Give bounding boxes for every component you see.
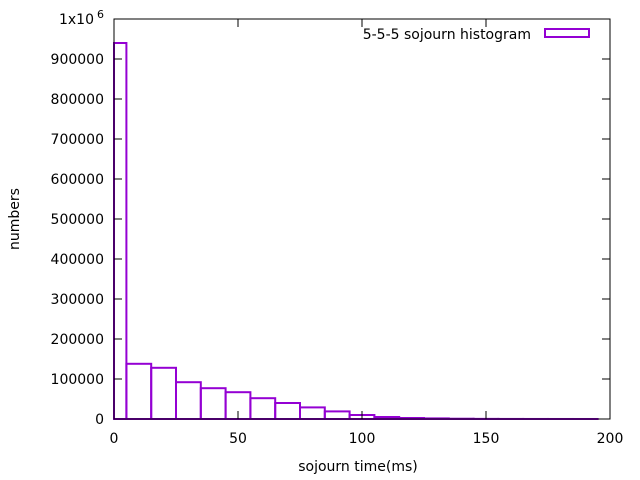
plot-frame (113, 18, 611, 420)
y-axis-label: numbers (7, 188, 23, 250)
y-tick-label-8: 800000 (51, 92, 104, 108)
y-tick-label-7: 700000 (51, 132, 104, 148)
y-tick-label-0: 0 (95, 412, 104, 428)
histogram-bar-8 (299, 406, 326, 420)
legend: 5-5-5 sojourn histogram (363, 27, 590, 43)
ticks-layer (113, 18, 611, 420)
histogram-bar-7 (274, 402, 302, 420)
y-tick-label-9: 900000 (51, 52, 104, 68)
histogram-bar-3 (175, 381, 202, 421)
y-tick-label-1: 100000 (51, 372, 104, 388)
histogram-bar-1 (125, 362, 153, 420)
legend-swatch (544, 28, 590, 38)
histogram-bar-4 (199, 387, 227, 421)
y-tick-label-top-exponent: 6 (97, 8, 104, 21)
x-tick-label-3: 150 (473, 431, 500, 447)
x-tick-label-0: 0 (110, 431, 119, 447)
y-tick-label-5: 500000 (51, 212, 104, 228)
y-tick-label-3: 300000 (51, 292, 104, 308)
tick-labels-layer: 0 50 100 150 200 0 100000 200000 300000 400000 500… (51, 8, 624, 447)
y-tick-label-6: 600000 (51, 172, 104, 188)
histogram-bar-6 (249, 397, 277, 421)
y-tick-label-4: 400000 (51, 252, 104, 268)
legend-label: 5-5-5 sojourn histogram (363, 27, 531, 43)
x-tick-label-4: 200 (597, 431, 624, 447)
histogram-bar-2 (150, 366, 177, 420)
bars-layer (113, 42, 599, 421)
y-tick-label-2: 200000 (51, 332, 104, 348)
x-tick-label-1: 50 (229, 431, 247, 447)
y-tick-label-top: 1x10 (59, 12, 94, 28)
histogram-bar-9 (323, 410, 351, 420)
x-axis-label: sojourn time(ms) (298, 459, 418, 475)
x-tick-label-2: 100 (349, 431, 376, 447)
